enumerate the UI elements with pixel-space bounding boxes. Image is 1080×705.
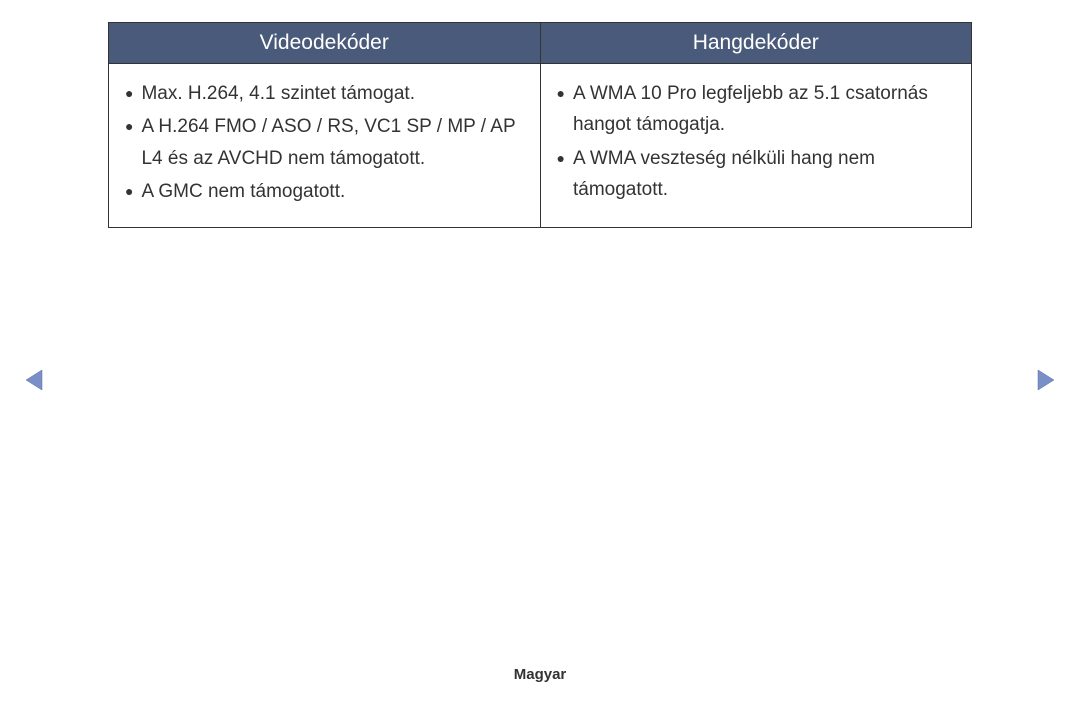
list-item-text: Max. H.264, 4.1 szintet támogat.	[141, 78, 527, 109]
list-item-text: A H.264 FMO / ASO / RS, VC1 SP / MP / AP…	[141, 111, 527, 174]
audio-cell: ● A WMA 10 Pro legfeljebb az 5.1 csatorn…	[540, 64, 972, 228]
chevron-left-icon	[24, 368, 44, 392]
page-footer: Magyar	[0, 666, 1080, 683]
column-header-video: Videodekóder	[109, 23, 541, 64]
list-item: ● A WMA 10 Pro legfeljebb az 5.1 csatorn…	[553, 78, 960, 141]
column-header-audio: Hangdekóder	[540, 23, 972, 64]
content-area: Videodekóder Hangdekóder ● Max. H.264, 4…	[108, 22, 972, 228]
list-item-text: A WMA 10 Pro legfeljebb az 5.1 csatornás…	[573, 78, 959, 141]
bullet-icon: ●	[557, 143, 565, 174]
list-item: ● A H.264 FMO / ASO / RS, VC1 SP / MP / …	[121, 111, 528, 174]
bullet-icon: ●	[125, 176, 133, 207]
table-row: ● Max. H.264, 4.1 szintet támogat. ● A H…	[109, 64, 972, 228]
bullet-icon: ●	[125, 111, 133, 142]
bullet-icon: ●	[557, 78, 565, 109]
video-cell: ● Max. H.264, 4.1 szintet támogat. ● A H…	[109, 64, 541, 228]
language-label: Magyar	[514, 666, 567, 683]
list-item: ● A WMA veszteség nélküli hang nem támog…	[553, 143, 960, 206]
list-item-text: A WMA veszteség nélküli hang nem támogat…	[573, 143, 959, 206]
bullet-icon: ●	[125, 78, 133, 109]
next-page-button[interactable]	[1036, 368, 1056, 392]
list-item: ● Max. H.264, 4.1 szintet támogat.	[121, 78, 528, 109]
prev-page-button[interactable]	[24, 368, 44, 392]
decoder-table: Videodekóder Hangdekóder ● Max. H.264, 4…	[108, 22, 972, 228]
list-item: ● A GMC nem támogatott.	[121, 176, 528, 207]
list-item-text: A GMC nem támogatott.	[141, 176, 527, 207]
chevron-right-icon	[1036, 368, 1056, 392]
